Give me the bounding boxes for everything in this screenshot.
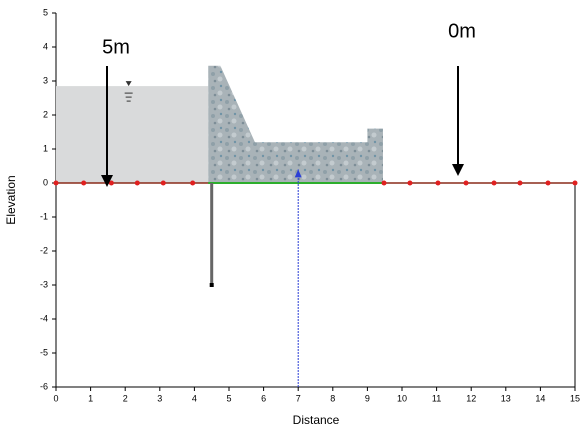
x-tick-label: 14	[535, 393, 545, 403]
annotation-arrowhead	[101, 175, 113, 187]
boundary-node	[134, 180, 140, 186]
y-tick-label: -2	[40, 245, 48, 255]
x-tick-label: 4	[192, 393, 197, 403]
x-tick-label: 9	[365, 393, 370, 403]
annotation-arrowhead	[452, 164, 464, 176]
boundary-node	[81, 180, 87, 186]
boundary-node	[53, 180, 59, 186]
boundary-node	[190, 180, 196, 186]
y-tick-label: -4	[40, 313, 48, 323]
y-tick-label: -1	[40, 211, 48, 221]
flow-arrow	[294, 169, 302, 178]
boundary-node	[517, 180, 523, 186]
x-tick-label: 2	[123, 393, 128, 403]
y-tick-label: -5	[40, 347, 48, 357]
boundary-node	[407, 180, 413, 186]
y-tick-label: 3	[43, 75, 48, 85]
boundary-node	[491, 180, 497, 186]
boundary-node	[572, 180, 578, 186]
boundary-node	[545, 180, 551, 186]
boundary-node	[108, 180, 114, 186]
sheet-pile	[210, 183, 214, 285]
boundary-node	[381, 180, 387, 186]
reservoir	[56, 86, 209, 183]
x-tick-label: 12	[466, 393, 476, 403]
y-tick-label: 1	[43, 143, 48, 153]
y-tick-label: 2	[43, 109, 48, 119]
water-symbol	[125, 81, 132, 87]
annotation: 5m	[102, 36, 130, 58]
x-tick-label: 3	[157, 393, 162, 403]
y-tick-label: 0	[43, 177, 48, 187]
annotation: 0m	[448, 20, 476, 42]
boundary-node	[160, 180, 166, 186]
sheet-pile-tip	[209, 283, 214, 287]
y-tick-label: 4	[43, 41, 48, 51]
x-tick-label: 6	[261, 393, 266, 403]
y-tick-label: -6	[40, 381, 48, 391]
x-tick-label: 15	[570, 393, 580, 403]
boundary-node	[463, 180, 469, 186]
y-tick-label: 5	[43, 7, 48, 17]
boundary-node	[435, 180, 441, 186]
x-tick-label: 8	[330, 393, 335, 403]
x-tick-label: 13	[501, 393, 511, 403]
x-tick-label: 5	[226, 393, 231, 403]
x-tick-label: 11	[432, 393, 441, 403]
x-tick-label: 0	[53, 393, 58, 403]
x-axis-title: Distance	[293, 413, 340, 427]
x-tick-label: 1	[88, 393, 93, 403]
x-tick-label: 10	[397, 393, 407, 403]
y-axis-title: Elevation	[4, 175, 18, 224]
dam	[208, 65, 383, 183]
x-tick-label: 7	[296, 393, 301, 403]
y-tick-label: -3	[40, 279, 48, 289]
